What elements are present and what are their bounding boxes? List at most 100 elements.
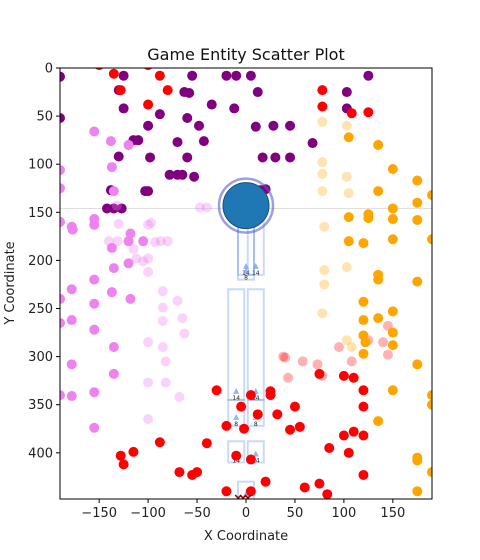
data-point: [341, 87, 352, 98]
cross-marker: [244, 494, 252, 499]
data-point: [346, 108, 357, 119]
data-point: [312, 359, 323, 370]
data-point: [319, 265, 330, 276]
data-point: [157, 316, 168, 327]
data-point: [154, 437, 165, 448]
data-point: [177, 169, 188, 180]
path-arrow: [233, 413, 240, 420]
y-tick-label: 250: [28, 302, 53, 317]
path-segment-label: 14: [252, 395, 260, 402]
data-point: [412, 215, 423, 226]
data-point: [143, 337, 154, 348]
data-point: [343, 236, 354, 247]
data-point: [211, 385, 222, 396]
data-point: [322, 489, 333, 499]
data-point: [128, 446, 139, 457]
data-point: [157, 341, 168, 352]
data-point: [373, 274, 384, 285]
path-segment-label: 8: [244, 275, 248, 282]
data-point: [338, 430, 349, 441]
data-point: [412, 455, 423, 466]
y-tick-label: 400: [28, 446, 53, 461]
data-point: [363, 70, 374, 81]
data-point: [341, 171, 352, 182]
data-point: [206, 99, 217, 110]
path-segment: [248, 511, 264, 530]
y-tick-label: 200: [28, 254, 53, 269]
data-point: [138, 236, 149, 247]
data-point: [138, 256, 149, 267]
data-point: [294, 421, 305, 432]
data-point: [387, 203, 398, 214]
data-point: [280, 352, 291, 363]
data-point: [358, 469, 369, 480]
data-point: [187, 469, 198, 480]
y-axis-label: Y Coordinate: [3, 241, 18, 325]
data-point: [125, 293, 136, 304]
data-point: [133, 135, 144, 146]
data-point: [112, 236, 123, 247]
data-point: [338, 370, 349, 381]
path-arrow: [252, 450, 259, 457]
data-point: [272, 409, 283, 420]
data-point: [118, 70, 129, 81]
data-point: [252, 409, 263, 420]
data-point: [358, 238, 369, 249]
chart-title: Game Entity Scatter Plot: [147, 45, 344, 64]
x-axis: −150 −100 −50 0 50 100 150: [81, 499, 405, 521]
path-segment-label: 8: [244, 498, 248, 505]
data-point: [145, 152, 156, 163]
y-tick-label: 50: [36, 110, 53, 125]
data-point: [177, 313, 188, 324]
data-point: [245, 70, 256, 81]
data-point: [285, 424, 296, 435]
data-point: [307, 138, 318, 149]
data-point: [358, 296, 369, 307]
data-point: [387, 214, 398, 225]
data-point: [123, 258, 134, 269]
data-point: [182, 152, 193, 163]
data-point: [116, 203, 127, 214]
data-point: [172, 295, 183, 306]
data-point: [373, 416, 384, 427]
data-point: [111, 200, 122, 211]
data-point: [363, 213, 374, 224]
data-point: [348, 372, 359, 383]
data-point: [245, 486, 256, 497]
data-point: [131, 253, 142, 264]
data-point: [106, 287, 117, 298]
data-point: [164, 169, 175, 180]
player-marker: [222, 182, 270, 230]
data-point: [143, 99, 154, 110]
data-point: [373, 313, 384, 324]
path-segment: [227, 288, 246, 401]
data-point: [341, 335, 352, 346]
path-arrow: [253, 518, 259, 524]
path-segment: [227, 398, 246, 427]
data-point: [194, 202, 205, 213]
data-point: [66, 315, 77, 326]
data-point: [143, 377, 154, 388]
data-point: [89, 387, 100, 398]
data-point: [427, 234, 432, 245]
data-point: [143, 414, 154, 425]
data-point: [157, 286, 168, 297]
data-point: [363, 107, 374, 118]
data-point: [412, 175, 423, 186]
y-tick-label: 350: [28, 398, 53, 413]
path-segment: [246, 440, 265, 464]
x-tick-label: −50: [183, 506, 210, 521]
data-point: [118, 459, 129, 470]
data-point: [260, 476, 271, 487]
data-point: [95, 68, 104, 71]
path-arrow: [233, 387, 240, 394]
path-segment-label: 8: [254, 421, 258, 428]
data-point: [412, 276, 423, 287]
data-point: [387, 306, 398, 317]
data-point: [174, 467, 185, 478]
data-point: [358, 430, 369, 441]
data-point: [103, 236, 114, 247]
path-segment-label: 8: [234, 421, 238, 428]
data-point: [60, 113, 65, 124]
data-point: [252, 87, 263, 98]
